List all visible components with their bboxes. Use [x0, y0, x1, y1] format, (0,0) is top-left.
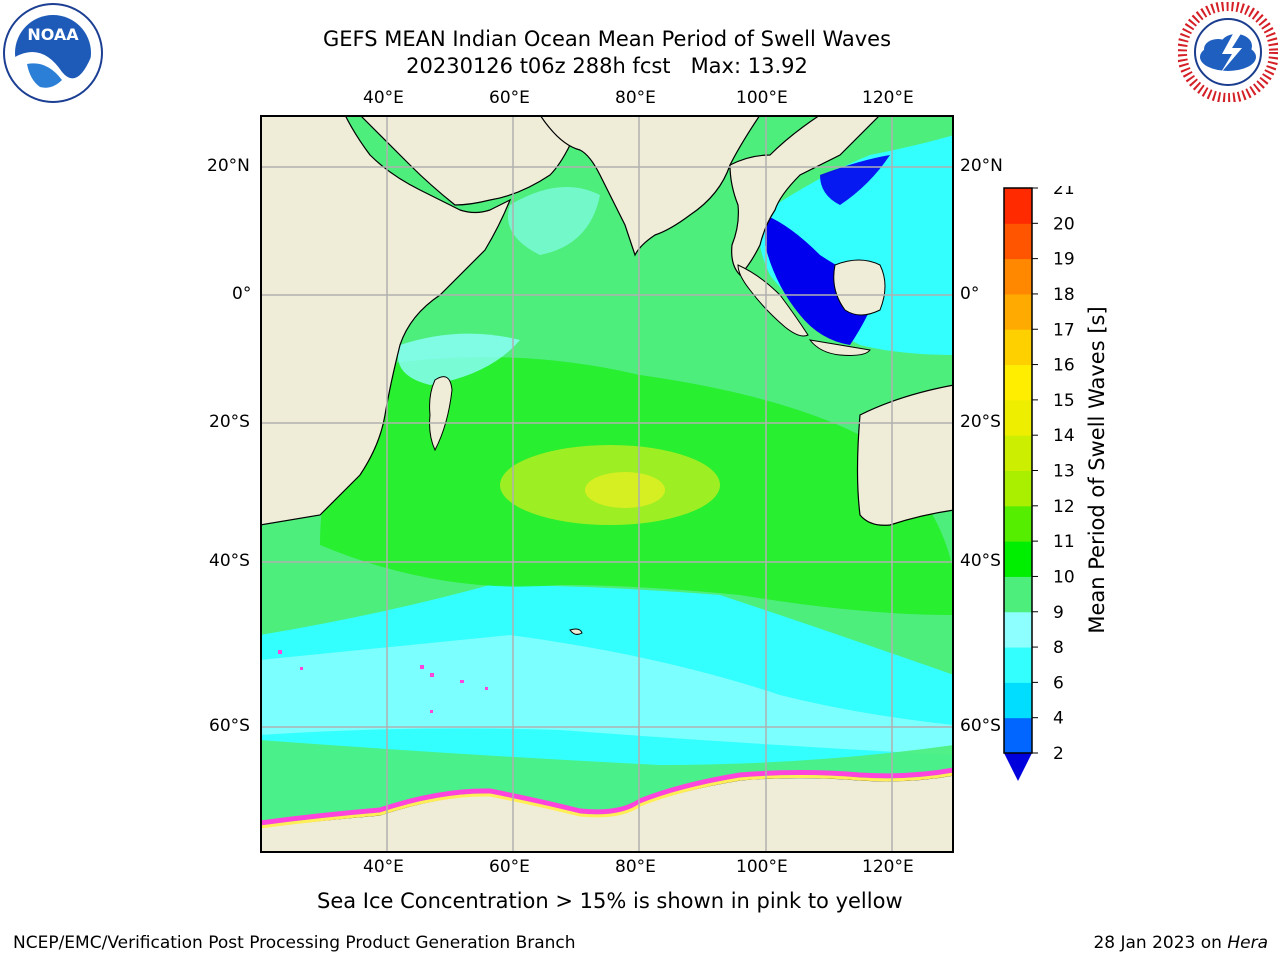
- footer-left: NCEP/EMC/Verification Post Processing Pr…: [13, 933, 576, 953]
- sea-ice-note: Sea Ice Concentration > 15% is shown in …: [317, 889, 903, 913]
- colorbar-tick-label: 4: [1053, 709, 1064, 729]
- graticule: [260, 115, 954, 853]
- lon-label-top: 60°E: [489, 88, 530, 108]
- nws-logo: [1178, 2, 1278, 102]
- colorbar-tick-label: 11: [1053, 532, 1075, 552]
- colorbar-segment: [1004, 611, 1032, 648]
- lat-label-left: 20°S: [209, 412, 250, 432]
- colorbar-tick-label: 10: [1053, 567, 1075, 587]
- colorbar-segment: [1004, 576, 1032, 613]
- colorbar-segment: [1004, 505, 1032, 542]
- noaa-logo-text: NOAA: [27, 25, 79, 44]
- map-panel: [260, 115, 954, 853]
- footer-right: 28 Jan 2023 on Hera: [1093, 933, 1268, 953]
- chart-subtitle: 20230126 t06z 288h fcst Max: 13.92: [406, 54, 808, 78]
- lon-label-top: 80°E: [615, 88, 656, 108]
- colorbar-segment: [1004, 329, 1032, 366]
- colorbar-tick-label: 15: [1053, 391, 1075, 411]
- colorbar-tick-label: 9: [1053, 603, 1064, 623]
- colorbar-tick-label: 18: [1053, 285, 1075, 305]
- colorbar-tick-label: 12: [1053, 497, 1075, 517]
- colorbar-tick-label: 17: [1053, 320, 1075, 340]
- colorbar-segment: [1004, 188, 1032, 224]
- sea-ice-edge: [260, 767, 954, 826]
- colorbar-tick-label: 6: [1053, 673, 1064, 693]
- sumatra-island: [737, 264, 809, 337]
- lat-label-left: 60°S: [209, 716, 250, 736]
- colorbar-segment: [1004, 541, 1032, 577]
- colorbar-segment: [1004, 682, 1032, 719]
- colorbar-segment: [1004, 717, 1032, 754]
- lon-label-top: 100°E: [736, 88, 788, 108]
- chart-title: GEFS MEAN Indian Ocean Mean Period of Sw…: [322, 27, 892, 51]
- colorbar-segment: [1004, 364, 1032, 401]
- colorbar-tick-label: 16: [1053, 356, 1075, 376]
- borneo-island: [833, 259, 886, 316]
- lon-label-bottom: 120°E: [862, 857, 914, 877]
- lon-label-top: 40°E: [363, 88, 404, 108]
- southeast-asia-landmass: [729, 115, 881, 276]
- lat-label-left: 20°N: [207, 156, 250, 176]
- lon-label-top: 120°E: [862, 88, 914, 108]
- madagascar-island: [429, 376, 453, 452]
- colorbar-tick-label: 13: [1053, 462, 1075, 482]
- australia-landmass: [856, 384, 954, 526]
- footer-date: 28 Jan 2023 on: [1093, 933, 1228, 953]
- kerguelen-island: [569, 628, 583, 635]
- colorbar-title: Mean Period of Swell Waves [s]: [1085, 306, 1109, 634]
- colorbar-segment: [1004, 293, 1032, 330]
- colorbar-segment: [1004, 647, 1032, 683]
- colorbar-tick-label: 2: [1053, 744, 1064, 764]
- colorbar-segment: [1004, 223, 1032, 260]
- map-frame: [260, 115, 954, 853]
- colorbar: 2 4 6 8 9 10 11 12 13 14 15 16 17 18 19 20 21: [1003, 186, 1075, 781]
- colorbar-segment: [1004, 470, 1032, 507]
- india-landmass: [539, 115, 761, 257]
- ocean-light-cyan-band: [260, 635, 954, 755]
- lon-label-bottom: 80°E: [615, 857, 656, 877]
- sea-ice-specks: [278, 650, 488, 713]
- lat-label-right: 20°N: [960, 156, 1003, 176]
- sea-ice-inner: [260, 772, 954, 829]
- lat-label-right: 20°S: [960, 412, 1001, 432]
- lat-label-left: 0°: [232, 284, 252, 304]
- lon-label-bottom: 60°E: [489, 857, 530, 877]
- arabian-sea-patch: [508, 187, 600, 255]
- colorbar-tick-label: 19: [1053, 250, 1075, 270]
- footer-machine: Hera: [1227, 933, 1268, 953]
- colorbar-under-arrow: [1004, 753, 1032, 781]
- lat-label-left: 40°S: [209, 551, 250, 571]
- colorbar-segment: [1004, 435, 1032, 471]
- colorbar-segment: [1004, 258, 1032, 295]
- lat-label-right: 40°S: [960, 551, 1001, 571]
- colorbar-segment: [1004, 399, 1032, 436]
- max-swell-core: [585, 472, 665, 508]
- colorbar-tick-label: 20: [1053, 214, 1075, 234]
- lat-label-right: 60°S: [960, 716, 1001, 736]
- colorbar-tick-label: 8: [1053, 638, 1064, 658]
- lon-label-bottom: 40°E: [363, 857, 404, 877]
- lon-label-bottom: 100°E: [736, 857, 788, 877]
- lat-label-right: 0°: [960, 284, 980, 304]
- arabian-cyan-patch: [398, 333, 520, 385]
- colorbar-tick-label: 14: [1053, 426, 1075, 446]
- java-island: [808, 339, 871, 356]
- colorbar-tick-label: 21: [1053, 186, 1075, 199]
- noaa-logo: NOAA: [3, 3, 103, 103]
